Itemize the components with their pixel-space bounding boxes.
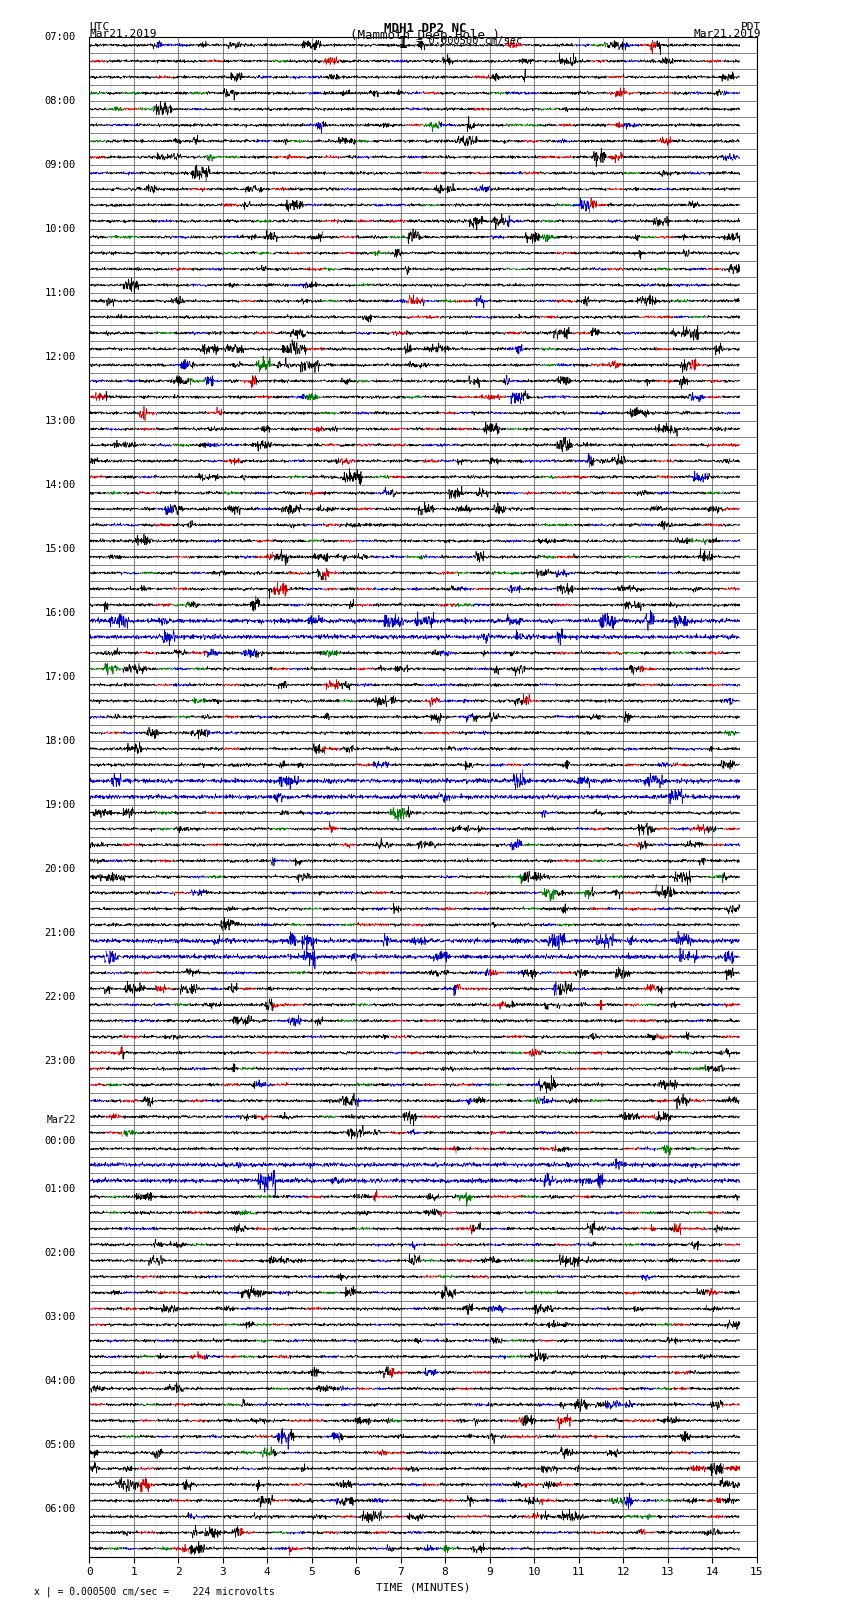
Text: 19:00: 19:00 [45,800,76,810]
Text: Mar22: Mar22 [47,1115,76,1124]
Text: 23:00: 23:00 [45,1057,76,1066]
X-axis label: TIME (MINUTES): TIME (MINUTES) [376,1582,470,1592]
Text: = 0.000500 cm/sec: = 0.000500 cm/sec [416,37,523,47]
Text: I: I [400,37,408,52]
Text: 05:00: 05:00 [45,1439,76,1450]
Text: 12:00: 12:00 [45,352,76,361]
Text: MDH1 DP2 NC: MDH1 DP2 NC [383,23,467,35]
Text: 14:00: 14:00 [45,481,76,490]
Text: 10:00: 10:00 [45,224,76,234]
Text: 11:00: 11:00 [45,289,76,298]
Text: Mar21,2019: Mar21,2019 [89,29,156,39]
Text: 03:00: 03:00 [45,1311,76,1321]
Text: 17:00: 17:00 [45,673,76,682]
Text: 21:00: 21:00 [45,927,76,937]
Text: 16:00: 16:00 [45,608,76,618]
Text: 02:00: 02:00 [45,1248,76,1258]
Text: 20:00: 20:00 [45,865,76,874]
Text: Mar21,2019: Mar21,2019 [694,29,761,39]
Text: 22:00: 22:00 [45,992,76,1002]
Text: 01:00: 01:00 [45,1184,76,1194]
Text: x | = 0.000500 cm/sec =    224 microvolts: x | = 0.000500 cm/sec = 224 microvolts [34,1586,275,1597]
Text: PDT: PDT [740,23,761,32]
Text: 07:00: 07:00 [45,32,76,42]
Text: UTC: UTC [89,23,110,32]
Text: 08:00: 08:00 [45,97,76,106]
Text: 15:00: 15:00 [45,544,76,553]
Text: 04:00: 04:00 [45,1376,76,1386]
Text: 06:00: 06:00 [45,1503,76,1513]
Text: (Mammoth Deep Hole ): (Mammoth Deep Hole ) [350,29,500,42]
Text: 09:00: 09:00 [45,160,76,169]
Text: 00:00: 00:00 [45,1136,76,1145]
Text: 18:00: 18:00 [45,736,76,745]
Text: 13:00: 13:00 [45,416,76,426]
